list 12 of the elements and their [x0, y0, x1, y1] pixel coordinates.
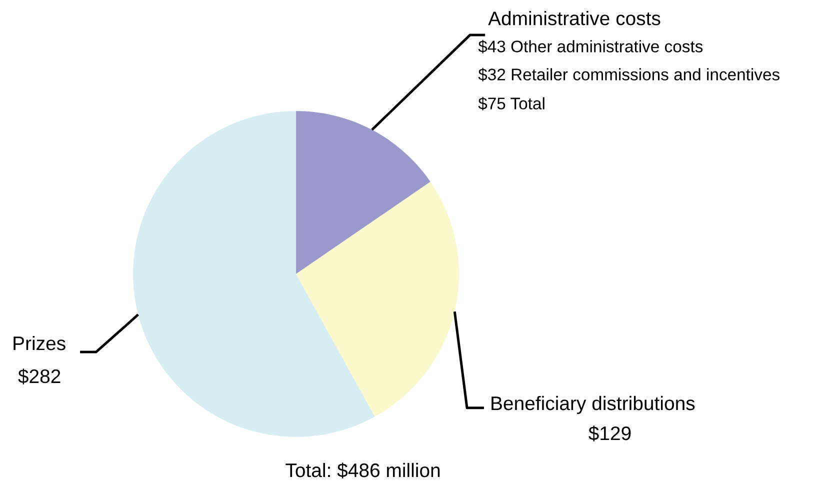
- pie-slice: [296, 110, 430, 274]
- data-label: $129: [588, 426, 631, 442]
- data-label: $282: [18, 368, 60, 384]
- text: Total: $486 million: [286, 462, 440, 478]
- text: $32 Retailer commissions and incentives: [478, 68, 780, 82]
- slice-label: Administrative costs: [488, 10, 660, 26]
- slice-label: Prizes: [14, 336, 66, 350]
- text: $75 Total: [478, 96, 544, 110]
- pie-slice: [133, 110, 375, 437]
- pie-slice: [296, 182, 460, 417]
- slice-label: Beneficiary distributions: [492, 396, 695, 414]
- text: $43 Other administrative costs: [478, 40, 703, 54]
